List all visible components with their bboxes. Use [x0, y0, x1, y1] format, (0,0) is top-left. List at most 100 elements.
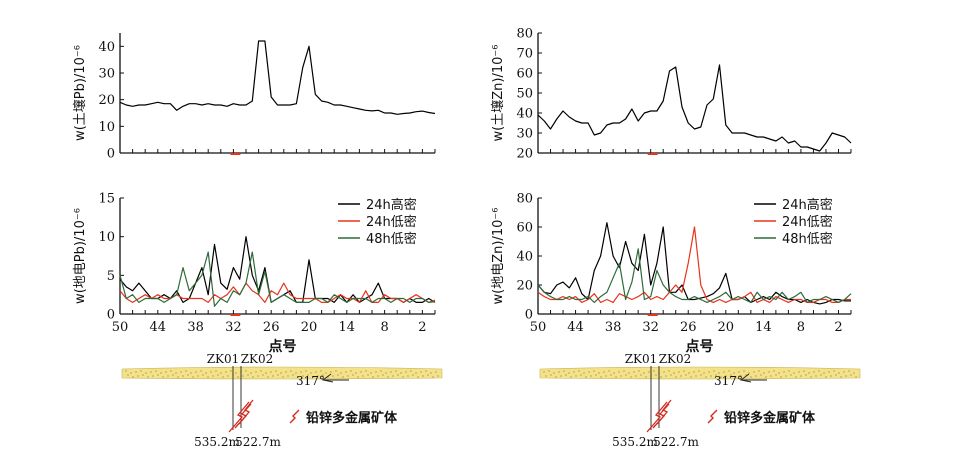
overburden-dot [177, 376, 179, 378]
overburden-dot [210, 371, 212, 373]
legend-label: 48h低密 [366, 231, 417, 247]
overburden-dot [217, 374, 219, 376]
overburden-dot [628, 372, 630, 374]
overburden-dot [638, 370, 640, 372]
overburden-dot [262, 374, 264, 376]
ore-body-1 [646, 401, 668, 433]
overburden-dot [360, 371, 362, 373]
overburden-dot [137, 375, 139, 377]
y-tick-label: 30 [516, 127, 533, 142]
overburden-dot [645, 376, 647, 378]
overburden-dot [805, 374, 807, 376]
dip-arrow-head [739, 373, 752, 383]
overburden-dot [170, 370, 172, 372]
overburden-dot [375, 371, 377, 373]
overburden-dot [387, 376, 389, 378]
ore-body-2 [234, 403, 252, 429]
borehole-label-zk02: ZK02 [659, 352, 692, 366]
y-tick-label: 80 [516, 27, 533, 42]
dip-angle-label: 317° [714, 374, 743, 388]
overburden-dot [635, 375, 637, 377]
overburden-dot [292, 374, 294, 376]
overburden-dot [838, 372, 840, 374]
y-tick-label: 30 [98, 67, 115, 82]
overburden-dot [725, 375, 727, 377]
y-axis-label: w(土壤Zn)/10⁻⁶ [490, 45, 506, 142]
overburden-dot [340, 372, 342, 374]
overburden-dot [147, 376, 149, 378]
overburden-dot [377, 375, 379, 377]
overburden-dot [653, 370, 655, 372]
overburden-dot [245, 370, 247, 372]
overburden-dot [585, 376, 587, 378]
overburden-dot [332, 375, 334, 377]
overburden-dot [665, 375, 667, 377]
overburden-dot [708, 371, 710, 373]
overburden-dot [815, 375, 817, 377]
overburden-dot [425, 370, 427, 372]
overburden-dot [312, 376, 314, 378]
series-line-1 [537, 222, 851, 305]
overburden-dot [773, 370, 775, 372]
overburden-dot [200, 370, 202, 372]
overburden-dot [325, 372, 327, 374]
overburden-dot [370, 372, 372, 374]
overburden-dot [615, 376, 617, 378]
borehole-label-zk01: ZK01 [625, 352, 658, 366]
charts-layer: 010203040w(土壤Pb)/10⁻⁶20304050607080w(土壤Z… [72, 27, 852, 355]
overburden-dot [648, 371, 650, 373]
chart-geo_pb: 0 5 10 15 50 44 38 32 26 20 14 8 2 w(地电Pb)/10⁻⁶ 点号 24h高… [73, 192, 436, 355]
overburden-dot [432, 376, 434, 378]
overburden-dot [225, 371, 227, 373]
borehole-label-zk01: ZK01 [207, 352, 240, 366]
overburden-dot [690, 376, 692, 378]
overburden-dot [355, 372, 357, 374]
series-line-1 [537, 64, 852, 152]
overburden-dot [435, 371, 437, 373]
overburden-dot [305, 370, 307, 372]
overburden-dot [793, 372, 795, 374]
y-tick-label: 70 [516, 47, 533, 62]
overburden-dot [735, 376, 737, 378]
overburden-dot [640, 374, 642, 376]
overburden-dot [778, 372, 780, 374]
depth-label-zk01: 535.2m [612, 435, 658, 449]
overburden-dot [738, 371, 740, 373]
overburden-dot [300, 371, 302, 373]
overburden-dot [290, 370, 292, 372]
overburden-dot [733, 372, 735, 374]
overburden-dot [543, 371, 545, 373]
overburden-dot [693, 371, 695, 373]
overburden-dot [175, 372, 177, 374]
overburden-dot [345, 371, 347, 373]
overburden-dot [660, 376, 662, 378]
overburden-dot [282, 376, 284, 378]
ore-body-2 [652, 403, 670, 429]
overburden-dot [705, 376, 707, 378]
overburden-dot [400, 372, 402, 374]
overburden-dot [252, 376, 254, 378]
overburden-dot [830, 375, 832, 377]
overburden-dot [770, 375, 772, 377]
x-tick-label: 44 [150, 320, 167, 335]
overburden-dot [392, 375, 394, 377]
y-axis-label: w(地电Zn)/10⁻⁶ [491, 208, 506, 305]
overburden-dot [417, 376, 419, 378]
overburden-dot [185, 370, 187, 372]
overburden-dot [810, 376, 812, 378]
overburden-dot [207, 376, 209, 378]
overburden-dot [322, 374, 324, 376]
x-tick-label: 38 [187, 320, 204, 335]
overburden-dot [295, 372, 297, 374]
overburden-dot [202, 374, 204, 376]
ore-body-1 [228, 401, 250, 433]
y-tick-label: 40 [98, 40, 115, 55]
overburden-dot [678, 371, 680, 373]
borehole-label-zk02: ZK02 [241, 352, 274, 366]
y-tick-label: 5 [107, 269, 115, 284]
overburden-dot [190, 372, 192, 374]
series-line-1 [119, 40, 436, 115]
overburden-dot [167, 375, 169, 377]
overburden-dot [362, 375, 364, 377]
overburden-dot [563, 370, 565, 372]
